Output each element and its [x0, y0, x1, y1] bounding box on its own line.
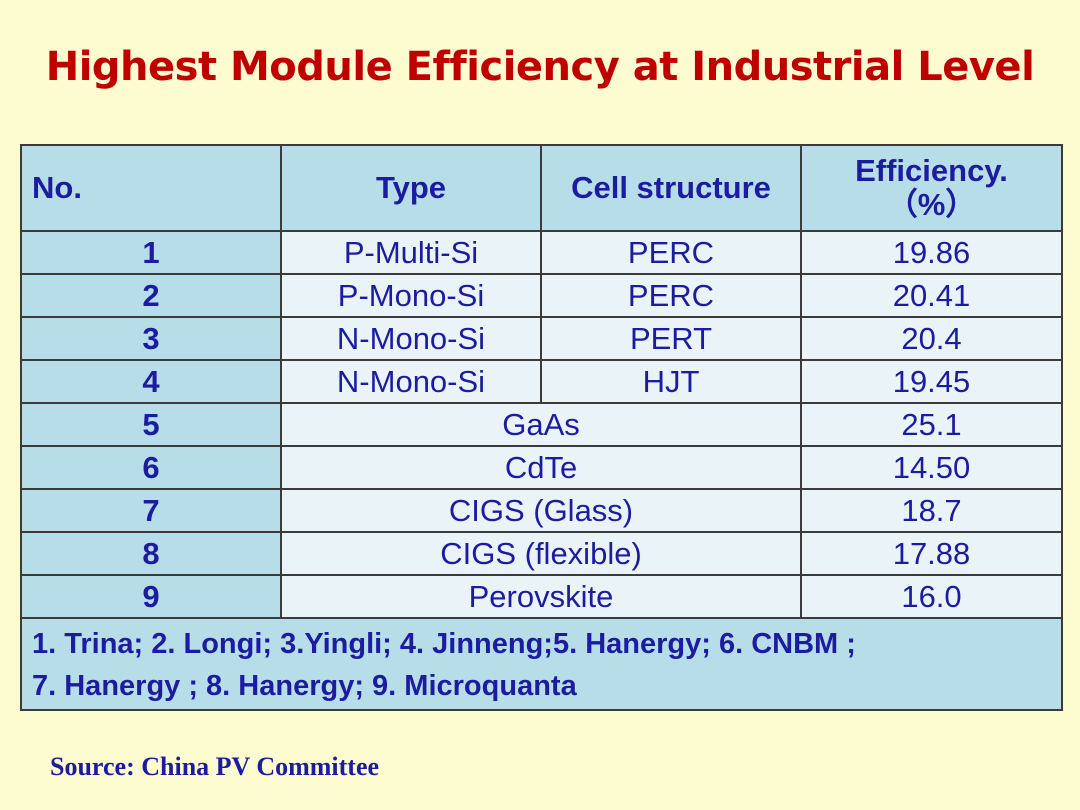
manufacturer-notes-line1: 1. Trina; 2. Longi; 3.Yingli; 4. Jinneng… — [32, 628, 856, 660]
row-efficiency: 17.88 — [800, 531, 1063, 576]
table-row: 6 CdTe 14.50 — [20, 445, 1063, 490]
row-type: N-Mono-Si — [280, 316, 542, 361]
row-efficiency: 14.50 — [800, 445, 1063, 490]
row-number: 4 — [20, 359, 282, 404]
row-number: 6 — [20, 445, 282, 490]
source-caption: Source: China PV Committee — [50, 752, 380, 781]
table-row: 9 Perovskite 16.0 — [20, 574, 1063, 619]
row-type-merged: CIGS (flexible) — [280, 531, 802, 576]
table-row: 2 P-Mono-Si PERC 20.41 — [20, 273, 1063, 318]
manufacturer-notes-line2: 7. Hanergy ; 8. Hanergy; 9. Microquanta — [32, 670, 577, 702]
row-efficiency: 18.7 — [800, 488, 1063, 533]
table-footer-row: 1. Trina; 2. Longi; 3.Yingli; 4. Jinneng… — [20, 617, 1063, 711]
table-row: 1 P-Multi-Si PERC 19.86 — [20, 230, 1063, 275]
row-efficiency: 19.45 — [800, 359, 1063, 404]
row-type-merged: CIGS (Glass) — [280, 488, 802, 533]
row-cell-structure: HJT — [540, 359, 802, 404]
row-efficiency: 20.41 — [800, 273, 1063, 318]
header-efficiency-label: Efficiency. — [855, 153, 1008, 188]
table-header-row: No. Type Cell structure Efficiency. （%） — [20, 144, 1063, 232]
row-cell-structure: PERT — [540, 316, 802, 361]
table-row: 8 CIGS (flexible) 17.88 — [20, 531, 1063, 576]
row-number: 8 — [20, 531, 282, 576]
row-number: 7 — [20, 488, 282, 533]
row-type: P-Multi-Si — [280, 230, 542, 275]
row-type: N-Mono-Si — [280, 359, 542, 404]
row-type-merged: Perovskite — [280, 574, 802, 619]
row-number: 3 — [20, 316, 282, 361]
row-number: 2 — [20, 273, 282, 318]
row-efficiency: 20.4 — [800, 316, 1063, 361]
row-type-merged: GaAs — [280, 402, 802, 447]
row-cell-structure: PERC — [540, 230, 802, 275]
row-efficiency: 19.86 — [800, 230, 1063, 275]
efficiency-table: No. Type Cell structure Efficiency. （%） … — [20, 144, 1063, 711]
header-efficiency: Efficiency. （%） — [800, 144, 1063, 232]
manufacturer-notes: 1. Trina; 2. Longi; 3.Yingli; 4. Jinneng… — [20, 617, 1063, 711]
table-row: 3 N-Mono-Si PERT 20.4 — [20, 316, 1063, 361]
header-type: Type — [280, 144, 542, 232]
row-efficiency: 16.0 — [800, 574, 1063, 619]
table-row: 5 GaAs 25.1 — [20, 402, 1063, 447]
table-row: 7 CIGS (Glass) 18.7 — [20, 488, 1063, 533]
row-number: 1 — [20, 230, 282, 275]
row-type: P-Mono-Si — [280, 273, 542, 318]
table-row: 4 N-Mono-Si HJT 19.45 — [20, 359, 1063, 404]
row-number: 5 — [20, 402, 282, 447]
slide-title: Highest Module Efficiency at Industrial … — [45, 44, 1035, 90]
row-efficiency: 25.1 — [800, 402, 1063, 447]
row-cell-structure: PERC — [540, 273, 802, 318]
header-no: No. — [20, 144, 282, 232]
row-type-merged: CdTe — [280, 445, 802, 490]
header-cell-structure: Cell structure — [540, 144, 802, 232]
header-efficiency-unit: （%） — [886, 187, 977, 222]
row-number: 9 — [20, 574, 282, 619]
